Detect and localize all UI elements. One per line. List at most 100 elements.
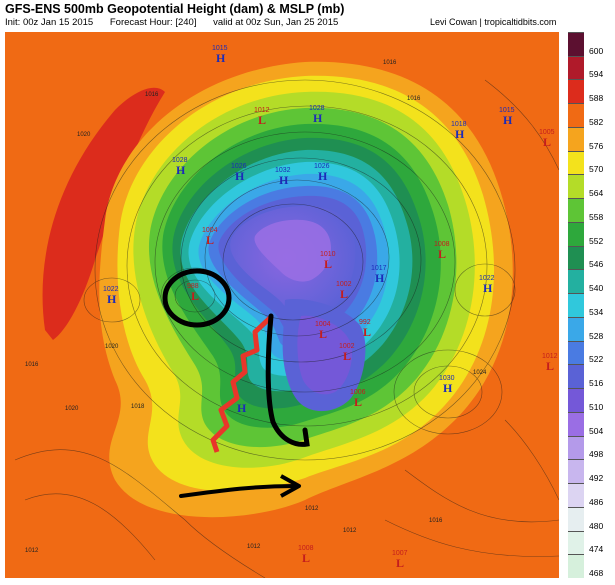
pressure-value: 1028 (172, 157, 188, 164)
low-pressure-marker: L (340, 287, 348, 301)
isobar-label: 1016 (383, 60, 397, 66)
high-pressure-marker: H (443, 381, 453, 395)
annotation-flow-arrow (179, 484, 297, 498)
isobar-label: 1012 (305, 506, 319, 512)
low-pressure-marker: L (354, 395, 362, 409)
pressure-value: 1002 (339, 343, 355, 350)
high-pressure-marker: H (375, 271, 385, 285)
colorbar-swatch (568, 198, 584, 222)
pressure-value: 1010 (320, 251, 336, 258)
colorbar-label: 510 (589, 401, 604, 412)
high-pressure-marker: H (107, 292, 117, 306)
isobar-label: 1016 (25, 362, 39, 368)
high-pressure-marker: H (279, 173, 289, 187)
pressure-value: 1030 (439, 375, 455, 382)
isobar-label: 1020 (65, 406, 79, 412)
colorbar-label: 486 (589, 496, 604, 507)
colorbar-label: 558 (589, 211, 604, 222)
colorbar-swatch (568, 293, 584, 317)
high-pressure-marker: H (216, 51, 226, 65)
high-pressure-marker: H (176, 163, 186, 177)
isobar-label: 1024 (473, 370, 487, 376)
colorbar-label: 594 (589, 69, 604, 80)
low-pressure-marker: L (396, 556, 404, 570)
colorbar-label: 516 (589, 378, 604, 389)
pressure-value: 1006 (350, 389, 366, 396)
low-pressure-marker: L (363, 325, 371, 339)
annotation-red-ridge-line (210, 316, 272, 453)
annotation-trough-arrow (265, 313, 310, 447)
colorbar-legend: 600 594 588 582 576 570 564 558 552 546 540 534 528 5… (568, 32, 615, 578)
pressure-value: 1032 (275, 167, 291, 174)
pressure-value: 1018 (451, 121, 467, 128)
colorbar-label: 498 (589, 449, 604, 460)
pressure-value: 1008 (298, 545, 314, 552)
colorbar-label: 474 (589, 544, 604, 555)
pressure-value: 1005 (539, 129, 555, 136)
init-time: Init: 00z Jan 15 2015 (5, 17, 94, 28)
isobar-label: 1012 (25, 548, 39, 554)
high-pressure-marker: H (483, 281, 493, 295)
chart-title: GFS-ENS 500mb Geopotential Height (dam) … (5, 2, 345, 16)
colorbar-label: 504 (589, 425, 604, 436)
high-pressure-marker: H (313, 111, 323, 125)
pressure-value: 988 (187, 283, 199, 290)
height-504-core (254, 219, 331, 282)
low-pressure-marker: L (343, 349, 351, 363)
colorbar-swatch (568, 32, 584, 56)
height-field-map: 1020 1016 1016 1020 1024 1016 1020 1018 1016 1012… (5, 32, 559, 578)
pressure-value: 1026 (314, 163, 330, 170)
colorbar-swatch (568, 435, 584, 460)
pressure-value: 1012 (542, 353, 558, 360)
colorbar-label: 522 (589, 354, 604, 365)
low-pressure-marker: L (438, 247, 446, 261)
high-pressure-marker: H (237, 401, 247, 415)
colorbar-label: 534 (589, 306, 604, 317)
colorbar-swatch (568, 364, 584, 389)
colorbar-swatch (568, 316, 584, 341)
isobar-label: 1020 (77, 132, 91, 138)
high-pressure-marker: H (503, 113, 513, 127)
colorbar-label: 588 (589, 93, 604, 104)
colorbar-swatch (568, 554, 584, 578)
pressure-value: 1022 (479, 275, 495, 282)
colorbar-label: 546 (589, 259, 604, 270)
colorbar-swatch (568, 459, 584, 484)
pressure-value: 992 (359, 319, 371, 326)
colorbar-swatch (568, 483, 584, 507)
isobar-label: 1016 (145, 92, 159, 98)
pressure-value: 1028 (309, 105, 325, 112)
low-pressure-marker: L (191, 289, 199, 303)
high-pressure-marker: H (318, 169, 328, 183)
pressure-value: 1007 (392, 550, 408, 557)
pressure-value: 1012 (254, 107, 270, 114)
high-pressure-marker: H (455, 127, 465, 141)
high-pressure-marker: H (235, 169, 245, 183)
colorbar-swatch (568, 530, 584, 555)
credit-text: Levi Cowan | tropicaltidbits.com (430, 17, 557, 27)
colorbar-label: 576 (589, 140, 604, 151)
low-pressure-marker: L (258, 113, 266, 127)
low-pressure-marker: L (302, 551, 310, 565)
pressure-value: 1004 (315, 321, 331, 328)
annotation-flow-arrowhead (280, 474, 301, 498)
hudson-core (297, 315, 353, 395)
colorbar-label: 600 (589, 45, 604, 56)
colorbar-swatch (568, 126, 584, 151)
colorbar-label: 492 (589, 473, 604, 484)
annotation-circle (162, 268, 232, 328)
low-pressure-marker: L (319, 327, 327, 341)
colorbar-swatch (568, 79, 584, 104)
pressure-value: 1015 (499, 107, 515, 114)
pressure-value: 1002 (336, 281, 352, 288)
low-pressure-marker: L (543, 135, 551, 149)
isobar-label: 1012 (343, 528, 357, 534)
colorbar-swatch (568, 506, 584, 531)
colorbar-label: 552 (589, 235, 604, 246)
pressure-value: 1015 (212, 45, 228, 52)
colorbar-label: 564 (589, 188, 604, 199)
colorbar-swatch (568, 174, 584, 199)
low-pressure-marker: L (546, 359, 554, 373)
pressure-value: 1017 (371, 265, 387, 272)
chart-subtitle: Init: 00z Jan 15 2015 Forecast Hour: [24… (5, 17, 352, 28)
